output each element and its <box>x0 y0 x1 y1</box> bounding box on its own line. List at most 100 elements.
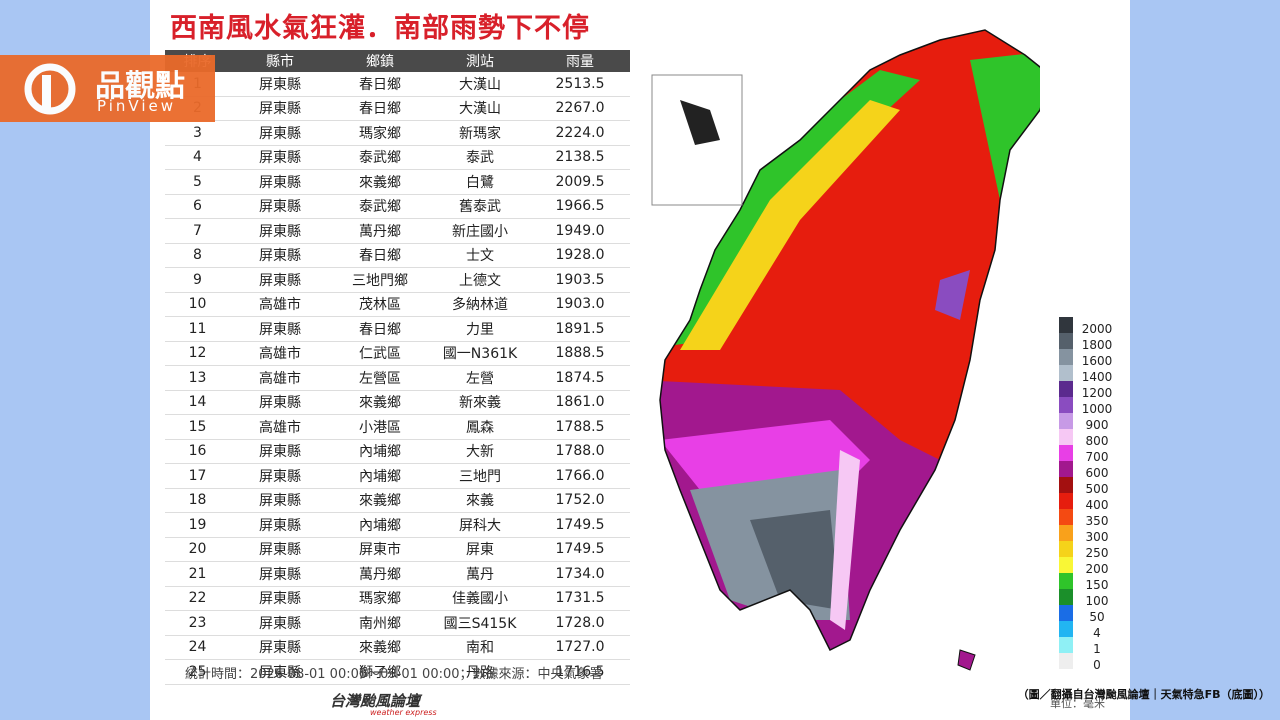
table-row: 18 屏東縣 來義鄉 來義 1752.0 <box>165 489 630 513</box>
cell: 內埔鄉 <box>359 517 401 534</box>
cell: 高雄市 <box>259 370 301 387</box>
table-row: 3 屏東縣 瑪家鄉 新瑪家 2224.0 <box>165 121 630 146</box>
cell: 士文 <box>466 248 494 265</box>
cell: 鳳森 <box>466 419 494 436</box>
legend-swatch <box>1059 365 1073 381</box>
cell: 23 <box>188 614 207 631</box>
cell: 屏東縣 <box>259 542 301 559</box>
cell: 1731.5 <box>555 590 605 607</box>
table-row: 19 屏東縣 內埔鄉 屏科大 1749.5 <box>165 513 630 538</box>
cell: 屏東縣 <box>259 248 301 265</box>
legend-swatch <box>1059 589 1073 605</box>
table-row: 17 屏東縣 內埔鄉 三地門 1766.0 <box>165 464 630 489</box>
footnote: 統計時間：2026-08-01 00:00～09-01 00:00；數據來源：中… <box>185 667 603 682</box>
cell: 屏東縣 <box>259 664 301 681</box>
footer-logo: 台灣颱風論壇 <box>330 692 421 710</box>
cell: 1788.5 <box>555 418 605 435</box>
table-row: 23 屏東縣 南州鄉 國三S415K 1728.0 <box>165 611 630 636</box>
cell: 2224.0 <box>555 124 605 141</box>
cell: 新來義 <box>459 395 501 412</box>
brand-sub: PinView <box>97 97 176 115</box>
cell: 春日鄉 <box>359 248 401 265</box>
table-row: 8 屏東縣 春日鄉 士文 1928.0 <box>165 244 630 268</box>
legend-label: 700 <box>1086 450 1109 464</box>
cell: 16 <box>188 443 207 460</box>
legend-label: 2000 <box>1082 322 1113 336</box>
cell: 屏東縣 <box>259 223 301 240</box>
table-row: 24 屏東縣 來義鄉 南和 1727.0 <box>165 636 630 660</box>
cell: 屏東縣 <box>259 468 301 485</box>
cell: 三地門 <box>459 468 501 485</box>
cell: 南和 <box>466 640 494 657</box>
legend-label: 150 <box>1086 578 1109 592</box>
cell: 17 <box>188 467 207 484</box>
cell: 泰武 <box>466 150 494 167</box>
legend-label: 350 <box>1086 514 1109 528</box>
map <box>651 29 1040 671</box>
legend-label: 200 <box>1086 562 1109 576</box>
cell: 4 <box>193 149 202 166</box>
cell: 2138.5 <box>555 149 605 166</box>
header-cell: 縣市 <box>266 54 294 70</box>
cell: 獅子鄉 <box>359 664 401 681</box>
legend-swatch <box>1059 381 1073 397</box>
cell: 大漢山 <box>459 101 501 118</box>
cell: 屏東縣 <box>259 493 301 510</box>
cell: 屏東縣 <box>259 174 301 191</box>
cell: 20 <box>188 541 207 558</box>
cell: 屏東縣 <box>259 272 301 289</box>
cell: 多納林道 <box>452 297 508 314</box>
cell: 屏東 <box>466 542 494 559</box>
cell: 25 <box>188 663 207 680</box>
cell: 1966.5 <box>555 198 605 215</box>
cell: 內埔鄉 <box>359 444 401 461</box>
cell: 佳義國小 <box>452 591 508 608</box>
cell: 萬丹 <box>466 566 494 583</box>
table-row: 16 屏東縣 內埔鄉 大新 1788.0 <box>165 440 630 464</box>
cell: 1788.0 <box>555 443 605 460</box>
cell: 仁武區 <box>359 346 401 363</box>
cell: 春日鄉 <box>359 76 401 93</box>
cell: 1749.5 <box>555 541 605 558</box>
cell: 左營 <box>466 370 494 387</box>
cell: 10 <box>188 296 207 313</box>
cell: 1749.5 <box>555 516 605 533</box>
cell: 屏東縣 <box>259 517 301 534</box>
legend-label: 500 <box>1086 482 1109 496</box>
cell: 萬丹鄉 <box>359 223 401 240</box>
cell: 1891.5 <box>555 320 605 337</box>
cell: 屏東縣 <box>259 150 301 167</box>
cell: 屏東縣 <box>259 615 301 632</box>
cell: 屏東縣 <box>259 566 301 583</box>
cell: 14 <box>188 394 207 411</box>
cell: 2267.0 <box>555 100 605 117</box>
cell: 瑪家鄉 <box>359 125 401 142</box>
cell: 1903.0 <box>555 296 605 313</box>
cell: 來義鄉 <box>359 640 401 657</box>
legend-label: 600 <box>1086 466 1109 480</box>
cell: 21 <box>188 565 207 582</box>
legend-label: 4 <box>1093 626 1101 640</box>
logo-icon <box>24 63 76 115</box>
legend-label: 400 <box>1086 498 1109 512</box>
table-header: 排序縣市鄉鎮測站雨量 <box>165 50 630 72</box>
header-cell: 鄉鎮 <box>366 54 394 70</box>
cell: 2513.5 <box>555 75 605 92</box>
cell: 春日鄉 <box>359 321 401 338</box>
table-row: 14 屏東縣 來義鄉 新來義 1861.0 <box>165 391 630 415</box>
cell: 22 <box>188 590 207 607</box>
cell: 瑪家鄉 <box>359 591 401 608</box>
legend-label: 1 <box>1093 642 1101 656</box>
cell: 6 <box>193 198 202 215</box>
legend-swatch <box>1059 493 1073 509</box>
legend-label: 1800 <box>1082 338 1113 352</box>
cell: 1766.0 <box>555 467 605 484</box>
cell: 小港區 <box>359 419 401 436</box>
cell: 1888.5 <box>555 345 605 362</box>
cell: 春日鄉 <box>359 101 401 118</box>
cell: 泰武鄉 <box>359 150 401 167</box>
legend-swatch <box>1059 557 1073 573</box>
legend-swatch <box>1059 445 1073 461</box>
legend-swatch <box>1059 637 1073 653</box>
